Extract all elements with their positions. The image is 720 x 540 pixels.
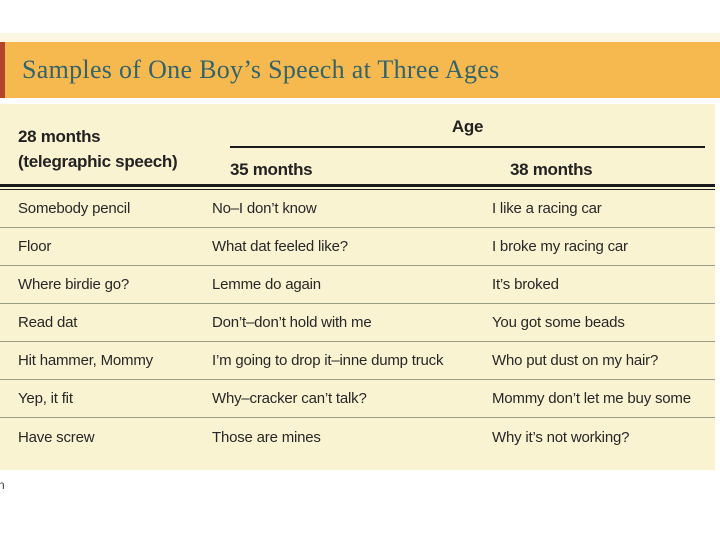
cell-28-months: Hit hammer, Mommy [18, 352, 153, 369]
column-header-28-months-line2: (telegraphic speech) [18, 152, 178, 171]
cell-35-months: Those are mines [212, 428, 321, 446]
accent-stripe [0, 42, 5, 98]
table-row: Read dat Don’t–don’t hold with me You go… [0, 304, 715, 342]
top-strip [0, 33, 720, 42]
table-row: Yep, it fit Why–cracker can’t talk? Momm… [0, 380, 715, 418]
cell-38-months: Why it’s not working? [492, 428, 630, 446]
table-title-band: Samples of One Boy’s Speech at Three Age… [0, 42, 720, 98]
table-row: Hit hammer, Mommy I’m going to drop it–i… [0, 342, 715, 380]
cell-38-months: It’s broked [492, 276, 559, 293]
cell-35-months: Why–cracker can’t talk? [212, 390, 367, 407]
cell-35-months: Lemme do again [212, 276, 321, 293]
cell-38-months: Who put dust on my hair? [492, 352, 659, 369]
table-row: Where birdie go? Lemme do again It’s bro… [0, 266, 715, 304]
table-body: Somebody pencil No–I don’t know I like a… [0, 190, 715, 456]
speech-samples-table: 28 months (telegraphic speech) Age 35 mo… [0, 104, 715, 470]
age-span-header: Age [451, 117, 484, 136]
table-row: Have screw Those are mines Why it’s not … [0, 418, 715, 456]
cell-35-months: I’m going to drop it–inne dump truck [212, 352, 444, 369]
cell-28-months: Yep, it fit [18, 390, 73, 407]
cell-38-months: I like a racing car [492, 200, 602, 217]
cell-28-months: Floor [18, 238, 52, 255]
table-row: Floor What dat feeled like? I broke my r… [0, 228, 715, 266]
column-header-35-months: 35 months [230, 160, 313, 179]
cell-38-months: Mommy don’t let me buy some [492, 390, 691, 407]
cell-28-months: Where birdie go? [18, 276, 130, 293]
cell-28-months: Read dat [18, 314, 78, 331]
clipped-margin-text: n [0, 478, 5, 492]
column-header-38-months: 38 months [510, 160, 593, 179]
column-header-28-months-line1: 28 months [18, 127, 101, 146]
cell-38-months: I broke my racing car [492, 238, 628, 255]
cell-35-months: No–I don’t know [212, 200, 317, 217]
cell-35-months: Don’t–don’t hold with me [212, 314, 372, 331]
cell-28-months: Have screw [18, 428, 95, 446]
cell-28-months: Somebody pencil [18, 200, 131, 217]
table-title: Samples of One Boy’s Speech at Three Age… [22, 55, 500, 84]
cell-35-months: What dat feeled like? [212, 238, 348, 255]
cell-38-months: You got some beads [492, 314, 625, 331]
header-double-rule [0, 184, 715, 190]
column-header-28-months: 28 months (telegraphic speech) [18, 124, 178, 174]
table-row: Somebody pencil No–I don’t know I like a… [0, 190, 715, 228]
age-span-underline [230, 146, 705, 148]
